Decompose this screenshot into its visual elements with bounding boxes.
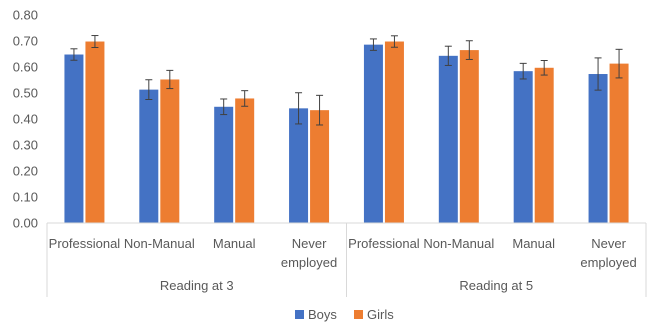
bar-girls	[384, 41, 404, 223]
category-label: Never	[591, 236, 626, 251]
bar-boys	[289, 108, 309, 223]
bar-girls	[85, 41, 105, 223]
bar-girls	[459, 50, 479, 223]
y-tick-label: 0.20	[13, 164, 38, 179]
bar-boys	[513, 71, 533, 223]
category-label: employed	[281, 255, 337, 270]
group-label: Reading at 5	[459, 278, 533, 293]
legend-swatch-girls	[354, 310, 363, 319]
y-tick-label: 0.50	[13, 86, 38, 101]
bar-girls	[310, 110, 330, 223]
bar-girls	[534, 67, 554, 223]
category-label: Non-Manual	[423, 236, 494, 251]
bar-girls	[235, 98, 255, 223]
bar-boys	[214, 106, 234, 223]
y-tick-label: 0.00	[13, 216, 38, 231]
bar-girls	[609, 63, 629, 224]
legend-label: Boys	[308, 307, 337, 322]
bar-boys	[438, 55, 458, 223]
category-label: Professional	[49, 236, 121, 251]
category-label: Never	[292, 236, 327, 251]
bar-boys	[139, 89, 159, 224]
y-tick-label: 0.40	[13, 112, 38, 127]
group-label: Reading at 3	[160, 278, 234, 293]
y-tick-label: 0.10	[13, 190, 38, 205]
category-label: Manual	[213, 236, 256, 251]
category-label: Non-Manual	[124, 236, 195, 251]
y-tick-label: 0.30	[13, 138, 38, 153]
bar-boys	[588, 74, 608, 224]
bar-boys	[363, 44, 383, 223]
category-label: Professional	[348, 236, 420, 251]
legend-swatch-boys	[295, 310, 304, 319]
y-tick-label: 0.60	[13, 60, 38, 75]
bar-boys	[64, 54, 84, 223]
category-label: employed	[580, 255, 636, 270]
bar-girls	[160, 79, 180, 223]
y-tick-label: 0.70	[13, 34, 38, 49]
legend-label: Girls	[367, 307, 394, 322]
category-label: Manual	[512, 236, 555, 251]
y-tick-label: 0.80	[13, 8, 38, 23]
